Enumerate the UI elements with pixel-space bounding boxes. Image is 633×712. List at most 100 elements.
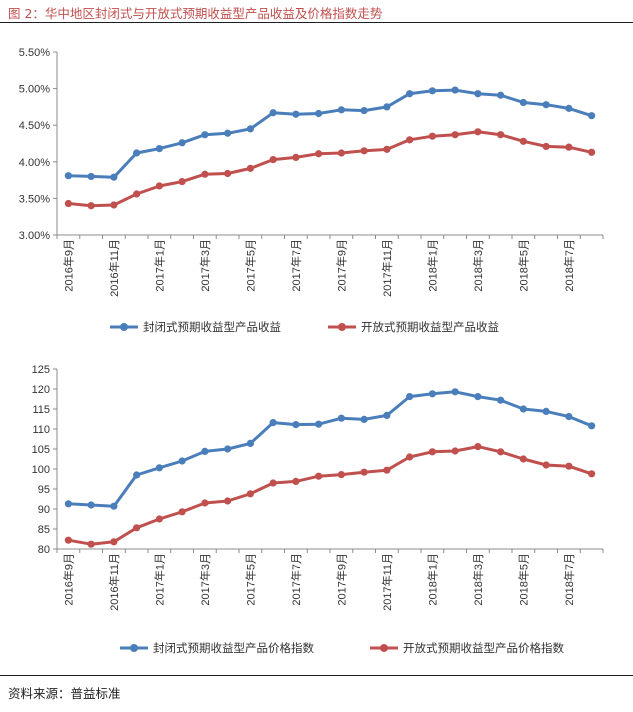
chart2-series-2-point <box>497 448 505 456</box>
chart2-series-1-point <box>87 501 95 509</box>
chart-price-index: 80 85 90 95 100 105 110 115 120 125 2016年9月 2016年11… <box>32 364 604 655</box>
chart1-series-1-point <box>542 101 550 109</box>
chart1-x-tick-label: 2018年7月 <box>562 239 576 292</box>
chart1-series-1-point <box>292 110 300 118</box>
chart1-legend-1-label: 封闭式预期收益型产品收益 <box>143 320 281 334</box>
chart2-series-2-point <box>87 540 95 548</box>
chart2-x-tick-label: 2017年9月 <box>334 553 348 606</box>
chart2-y-tick-label: 80 <box>38 544 50 556</box>
chart2-series-2-point <box>292 477 300 485</box>
chart2-series-2-point <box>224 497 232 505</box>
chart2-y-tick-label: 120 <box>32 384 50 396</box>
chart2-series-2-point <box>588 470 596 478</box>
bottom-rule <box>0 675 633 676</box>
chart2-series-1-point <box>428 390 436 398</box>
chart2-series-2-point <box>155 515 163 523</box>
chart1-y-tick-label: 3.50% <box>19 193 50 205</box>
chart1-series-1-point <box>64 172 72 180</box>
chart1-series-1-point <box>337 106 345 114</box>
chart2-series-2-point <box>451 447 459 455</box>
chart1-series-1-point <box>383 103 391 111</box>
chart1-series-2-point <box>269 156 277 164</box>
chart1-x-tick-label: 2016年9月 <box>61 239 75 292</box>
chart2-series-2-line <box>68 445 593 546</box>
chart2-series-1-point <box>155 464 163 472</box>
chart2-series-1-point <box>565 413 573 421</box>
chart2-series-1-point <box>110 502 118 510</box>
chart2-series-2-point <box>565 462 573 470</box>
chart2-series-2-point <box>64 536 72 544</box>
chart1-series-2-point <box>133 190 141 198</box>
chart1-series-2-point <box>451 131 459 139</box>
chart1-y-tick-label: 4.00% <box>19 157 50 169</box>
chart2-x-tick-label: 2017年11月 <box>380 553 394 611</box>
chart1-series-2-point <box>519 137 527 145</box>
chart2-x-tick-label: 2017年5月 <box>243 553 257 606</box>
chart2-y-tick-label: 105 <box>32 444 50 456</box>
chart2-x-tick-label: 2017年1月 <box>152 553 166 606</box>
chart2-x-tick-label: 2016年11月 <box>107 553 121 611</box>
chart2-series-1-point <box>292 421 300 429</box>
chart1-series-1-point <box>133 149 141 157</box>
chart2-y-tick-label: 125 <box>32 364 50 376</box>
chart2-x-tick-label: 2018年7月 <box>562 553 576 606</box>
chart1-series-2-point <box>246 164 254 172</box>
chart1-series-2-point <box>87 202 95 210</box>
chart1-x-tick-label: 2017年11月 <box>380 239 394 297</box>
chart1-series-2-point <box>428 132 436 140</box>
chart1-x-tick-label: 2017年7月 <box>289 239 303 292</box>
chart2-series-1-point <box>383 411 391 419</box>
chart2-series-1-point <box>178 457 186 465</box>
chart1-series-2-line <box>68 130 592 208</box>
chart1-x-tick-label: 2018年5月 <box>516 239 530 292</box>
chart1-series-1-point <box>110 173 118 181</box>
chart2-series-1-point <box>519 405 527 413</box>
chart2-series-1-point <box>451 388 459 396</box>
chart1-series-1-point <box>224 129 232 137</box>
figure-title: 图 2：华中地区封闭式与开放式预期收益型产品收益及价格指数走势 <box>8 6 383 21</box>
chart1-legend-2-label: 开放式预期收益型产品收益 <box>361 320 499 334</box>
chart2-series-1-point <box>406 393 414 401</box>
chart2-series-2-point <box>428 448 436 456</box>
chart2-x-tick-label: 2018年3月 <box>471 553 485 606</box>
chart1-series-2-point <box>360 147 368 155</box>
top-rule <box>0 22 633 23</box>
chart1-series-2-point <box>542 142 550 151</box>
chart1-series-2-point <box>178 177 186 186</box>
chart1-series-1-point <box>246 125 254 133</box>
chart1-x-tick-label: 2018年1月 <box>425 239 439 292</box>
chart1-x-tick-label: 2017年1月 <box>152 239 166 292</box>
chart1-x-tick-label: 2018年3月 <box>471 239 485 292</box>
chart1-series-1-point <box>87 172 95 181</box>
chart1-series-2-point <box>155 182 163 190</box>
chart2-y-tick-label: 100 <box>32 464 50 476</box>
chart1-series-2-point <box>224 169 232 178</box>
chart1-series-1-point <box>269 109 277 117</box>
chart2-series-2-point <box>133 524 141 532</box>
chart2-series-1-point <box>474 393 482 401</box>
chart1-y-tick-label: 5.50% <box>19 47 50 59</box>
chart1-x-tick-label: 2017年9月 <box>334 239 348 292</box>
chart1-series-2-point <box>110 201 118 209</box>
chart1-series-1-point <box>155 145 163 153</box>
chart1-series-1-point <box>588 112 596 120</box>
chart2-series-1-point <box>497 396 505 404</box>
chart1-series-2-point <box>315 150 323 158</box>
chart1-series-1-point <box>178 139 186 147</box>
chart2-y-tick-label: 90 <box>38 504 50 516</box>
chart1-series-1-point <box>201 131 209 139</box>
chart1-legend-1-marker <box>120 323 128 331</box>
chart1-x-tick-label: 2017年5月 <box>243 239 257 292</box>
chart2-y-tick-label: 115 <box>32 404 50 416</box>
chart2-series-2-point <box>246 490 254 498</box>
chart2-series-1-point <box>337 414 345 422</box>
chart1-series-1-point <box>474 90 482 98</box>
chart1-series-2-point <box>497 131 505 139</box>
chart1-series-2-point <box>337 149 345 157</box>
chart1-legend-2-marker <box>338 323 346 331</box>
chart2-x-tick-label: 2018年5月 <box>516 553 530 606</box>
chart2-series-1-point <box>315 420 323 428</box>
chart1-series-2-point <box>64 199 72 208</box>
chart1-series-1-line <box>68 88 593 179</box>
chart1-series-1-point <box>406 90 414 98</box>
